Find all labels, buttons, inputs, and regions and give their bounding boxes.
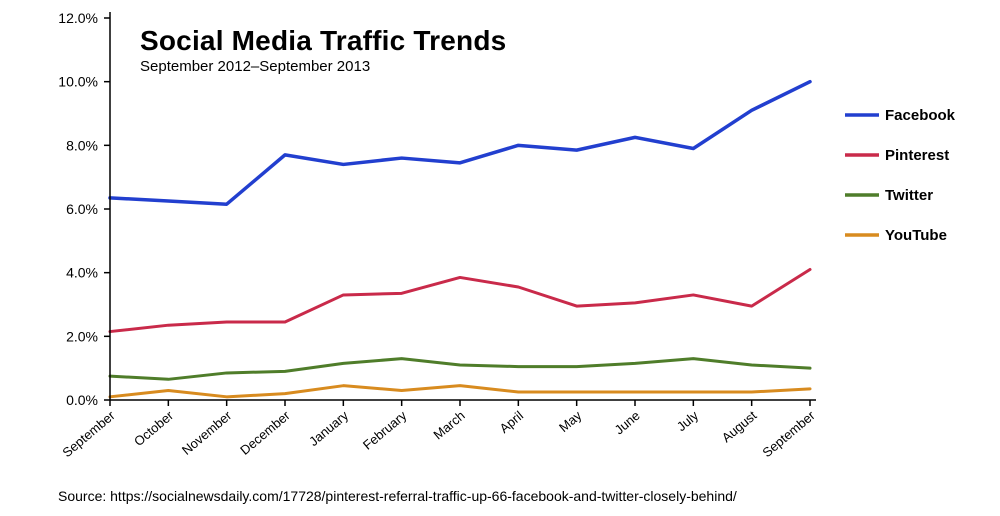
series-line-youtube: [110, 386, 810, 397]
legend-swatch-youtube: [845, 233, 879, 237]
x-tick-label: January: [306, 407, 351, 449]
x-tick-label: July: [674, 407, 702, 434]
x-tick-label: March: [430, 408, 467, 443]
legend-swatch-pinterest: [845, 153, 879, 157]
y-tick-label: 2.0%: [66, 328, 98, 344]
y-tick-label: 6.0%: [66, 201, 98, 217]
y-tick-label: 0.0%: [66, 392, 98, 408]
x-tick-label: November: [179, 407, 235, 457]
line-chart: 0.0% 2.0% 4.0% 6.0% 8.0% 10.0% 12.0% September O…: [0, 0, 1000, 516]
y-tick-label: 12.0%: [58, 10, 98, 26]
y-tick-label: 10.0%: [58, 74, 98, 90]
x-tick-label: June: [612, 408, 643, 438]
legend-label-facebook: Facebook: [885, 107, 956, 124]
x-tick-label: May: [556, 407, 585, 435]
legend-swatch-facebook: [845, 113, 879, 117]
x-tick-label: September: [59, 407, 118, 460]
x-tick-label: December: [237, 407, 293, 457]
x-tick-label: October: [131, 407, 177, 449]
series-line-twitter: [110, 359, 810, 380]
x-tick-label: September: [759, 407, 818, 460]
x-tick-label: April: [497, 408, 527, 436]
y-tick-label: 8.0%: [66, 137, 98, 153]
legend-label-youtube: YouTube: [885, 227, 947, 244]
legend-label-pinterest: Pinterest: [885, 147, 949, 164]
series-line-facebook: [110, 82, 810, 205]
legend-label-twitter: Twitter: [885, 187, 933, 204]
y-tick-label: 4.0%: [66, 265, 98, 281]
series-line-pinterest: [110, 269, 810, 331]
legend-swatch-twitter: [845, 193, 879, 197]
x-tick-label: February: [360, 407, 410, 452]
x-tick-label: August: [719, 408, 760, 446]
